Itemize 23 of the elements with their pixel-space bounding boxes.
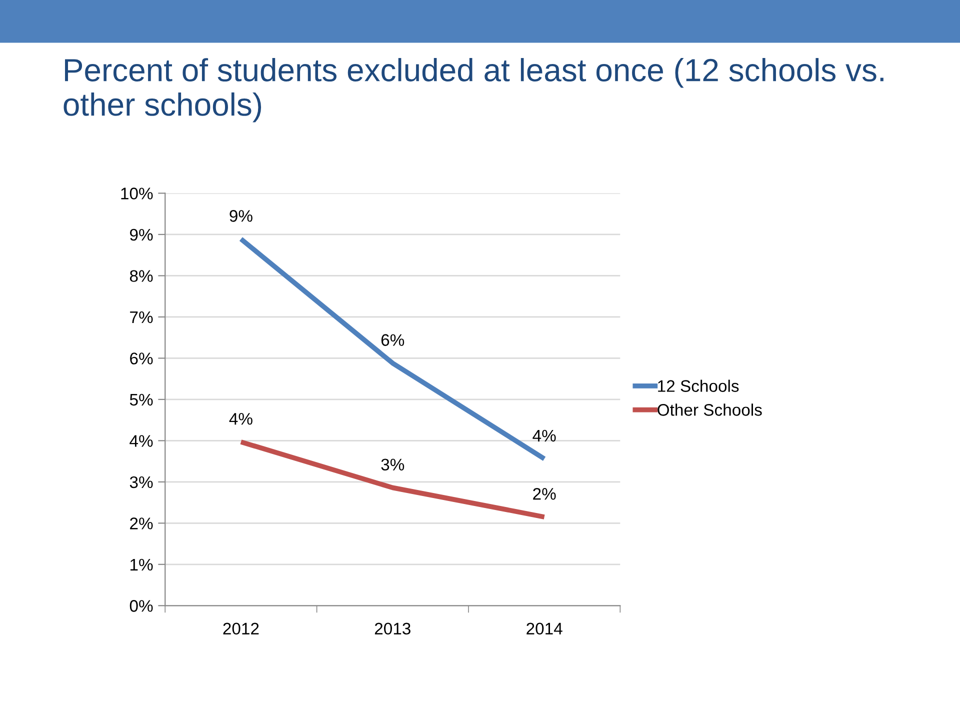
y-tick-label: 7% (130, 311, 153, 324)
legend-label: Other Schools (658, 404, 762, 416)
y-tick-label: 10% (121, 188, 153, 200)
y-tick-label: 0% (130, 600, 153, 612)
data-label: 4% (229, 413, 252, 425)
y-tick-label: 1% (130, 558, 153, 571)
data-label: 6% (381, 334, 404, 346)
chart-title: Percent of students excluded at least once (12 schools vs. other schools) (64, 58, 884, 122)
y-tick-label: 3% (130, 476, 153, 488)
y-tick-label: 4% (130, 435, 153, 447)
legend-label: 12 Schools (658, 380, 739, 392)
y-tick-label: 9% (130, 228, 153, 241)
y-tick-label: 8% (130, 270, 153, 282)
y-tick-label: 6% (130, 352, 153, 364)
x-tick-label: 2013 (374, 622, 410, 635)
y-tick-label: 5% (130, 394, 153, 406)
data-label: 9% (230, 210, 252, 222)
y-tick-label: 2% (130, 518, 153, 530)
data-label: 4% (532, 430, 556, 442)
data-label: 3% (381, 458, 404, 471)
data-label: 2% (533, 488, 556, 500)
x-tick-label: 2012 (223, 622, 259, 635)
x-tick-label: 2014 (526, 622, 562, 635)
